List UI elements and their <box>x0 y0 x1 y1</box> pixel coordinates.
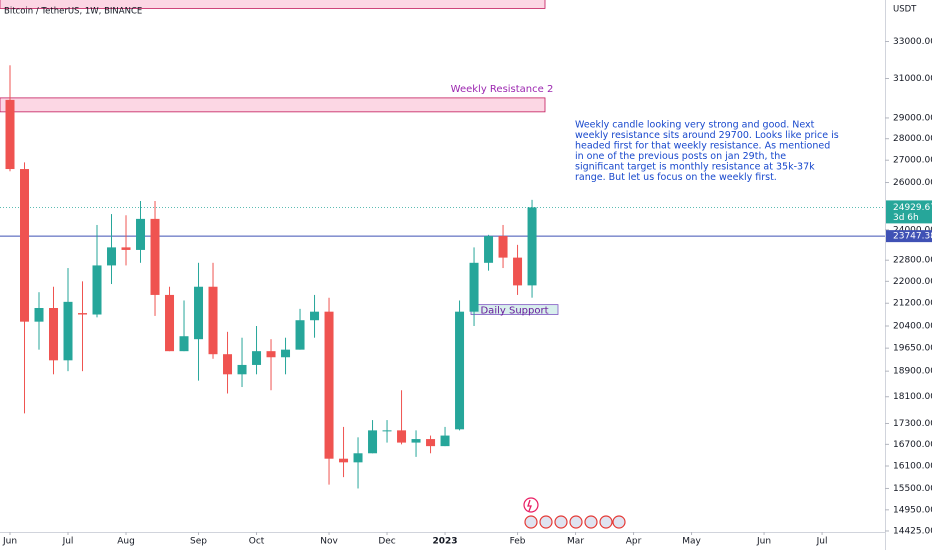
y-tick-label: 20400.00 <box>893 321 932 331</box>
y-tick-label: 14950.00 <box>893 505 932 515</box>
x-tick-label: Jun <box>756 537 771 547</box>
y-tick-label: 31000.00 <box>893 74 932 84</box>
x-tick-label: May <box>682 537 701 547</box>
candle-body <box>194 286 204 340</box>
annotation-line: weekly resistance sits around 29700. Loo… <box>575 130 839 141</box>
y-tick-label: 14425.00 <box>893 526 932 536</box>
candle-body <box>92 265 102 315</box>
candle-body <box>121 247 131 250</box>
plot-area: Weekly Resistance 2 Daily Support <box>0 0 885 489</box>
x-tick-label: Sep <box>190 537 207 547</box>
price-line-tag <box>886 230 932 243</box>
y-tick-label: 16100.00 <box>893 461 932 471</box>
candle-body <box>368 430 378 454</box>
y-tick-label: 27000.00 <box>893 156 932 166</box>
zone <box>0 0 546 9</box>
x-tick-label: Dec <box>378 537 395 547</box>
candle-body <box>353 453 363 463</box>
countdown-label: 3d 6h <box>893 213 919 223</box>
candle-body <box>440 435 450 447</box>
x-tick-label: Mar <box>567 537 584 547</box>
candle-body <box>237 364 247 375</box>
x-tick-label: Jun <box>2 537 17 547</box>
x-tick-label: Nov <box>320 537 338 547</box>
y-tick-label: 19650.00 <box>893 344 932 354</box>
candle-body <box>498 236 508 258</box>
candle-body <box>223 354 233 375</box>
candle-body <box>455 311 465 430</box>
candle-body <box>20 169 30 322</box>
y-tick-label: 29000.00 <box>893 113 932 123</box>
y-axis-label: USDT <box>893 5 917 15</box>
candle-body <box>63 301 73 361</box>
candle-body <box>34 308 44 322</box>
candle-body <box>310 311 320 321</box>
x-tick-label: Aug <box>117 537 135 547</box>
candle-body <box>527 207 537 286</box>
y-tick-label: 16700.00 <box>893 440 932 450</box>
y-tick-label: 28000.00 <box>893 134 932 144</box>
y-tick-label: 17300.00 <box>893 419 932 429</box>
zone-label: Weekly Resistance 2 <box>451 84 554 95</box>
candle-body <box>281 349 291 358</box>
candle-body <box>513 257 523 286</box>
annotation-line: Weekly candle looking very strong and go… <box>575 120 815 131</box>
price-line-label: 23747.38 <box>893 232 932 242</box>
candle-body <box>339 458 349 463</box>
y-tick-label: 26000.00 <box>893 178 932 188</box>
last-price-label: 24929.67 <box>893 203 932 213</box>
last-price-tag <box>886 200 932 224</box>
candle-body <box>266 351 276 358</box>
x-tick-label: Jul <box>816 537 828 547</box>
candle-body <box>426 439 436 447</box>
candle-body <box>411 439 421 443</box>
candle-body <box>252 351 262 365</box>
annotation-line: range. But let us focus on the weekly fi… <box>575 172 777 183</box>
x-tick-label: Feb <box>510 537 526 547</box>
annotation-line: significant target is monthly resistance… <box>575 162 815 173</box>
candle-body <box>5 99 15 170</box>
candle-body <box>469 262 479 312</box>
candle-body <box>179 336 189 352</box>
candle-body <box>136 218 146 250</box>
zone <box>0 97 546 113</box>
candle-body <box>484 236 494 263</box>
y-tick-label: 22000.00 <box>893 277 932 287</box>
x-tick-label: Oct <box>249 537 265 547</box>
chart-title: Bitcoin / TetherUS, 1W, BINANCE <box>4 7 142 17</box>
annotation-line: headed first for that weekly resistance.… <box>575 141 830 152</box>
candle-body <box>165 294 175 352</box>
candle-body <box>397 430 407 443</box>
candle-body <box>49 308 59 361</box>
candle-body <box>78 313 88 315</box>
y-tick-label: 15500.00 <box>893 484 932 494</box>
x-tick-label: 2023 <box>433 537 458 547</box>
candle-body <box>295 320 305 350</box>
candle-body <box>150 218 160 295</box>
candle-body <box>382 430 392 432</box>
event-icons <box>523 497 626 529</box>
y-tick-label: 18900.00 <box>893 367 932 377</box>
y-tick-label: 21200.00 <box>893 299 932 309</box>
x-tick-label: Jul <box>62 537 74 547</box>
candle-body <box>208 286 218 355</box>
x-tick-label: Apr <box>626 537 642 547</box>
candle-body <box>107 247 117 266</box>
candle-body <box>324 311 334 459</box>
y-tick-label: 33000.00 <box>893 37 932 47</box>
annotation-line: in one of the previous posts on jan 29th… <box>575 151 786 162</box>
y-tick-label: 22800.00 <box>893 256 932 266</box>
zone-label: Daily Support <box>480 306 548 317</box>
y-tick-label: 18100.00 <box>893 392 932 402</box>
